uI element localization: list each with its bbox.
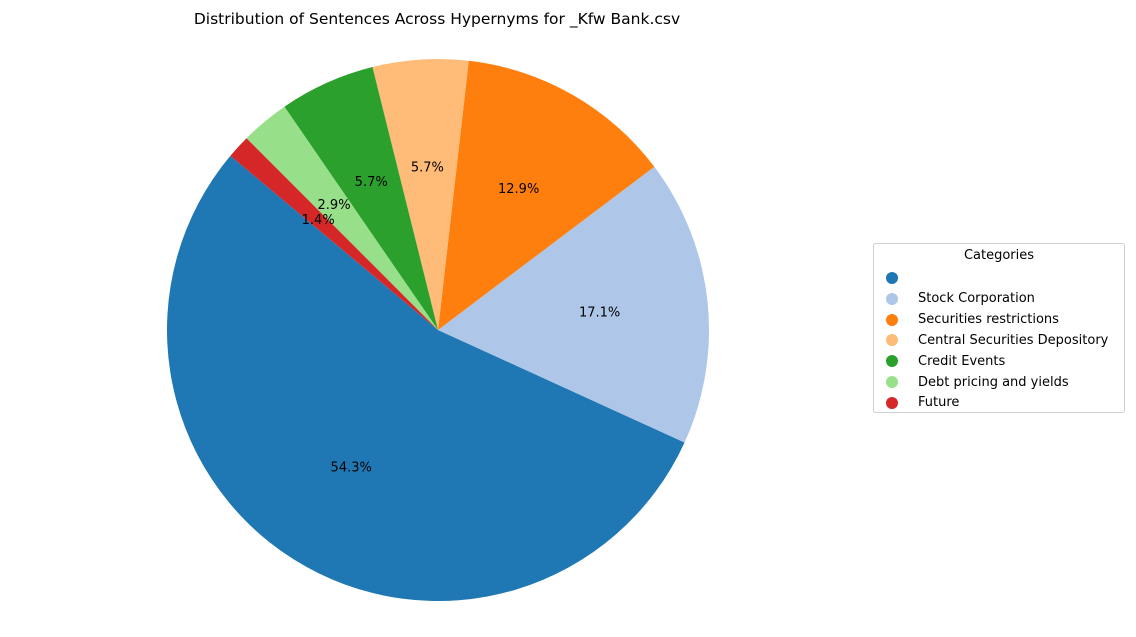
pie-slice xyxy=(246,106,438,330)
legend-marker xyxy=(886,355,898,368)
legend-marker xyxy=(886,376,898,388)
pie-slice xyxy=(284,67,438,330)
legend-marker xyxy=(886,292,898,305)
pie-slice xyxy=(166,155,685,602)
legend-label: Future xyxy=(918,395,960,411)
pie-slice xyxy=(438,166,709,443)
pie-labels: 54.3% 17.1% 12.9% 5.7% 5.7% 2.9%1.4% xyxy=(302,161,621,476)
chart-title: Distribution of Sentences Across Hyperny… xyxy=(194,10,680,29)
slice-percent-label: 5.7% xyxy=(355,175,388,190)
legend-item: Securities restrictions xyxy=(886,310,1059,330)
legend-item: Debt pricing and yields xyxy=(886,372,1069,392)
slice-percent-label: 1.4% xyxy=(302,213,335,228)
legend-marker xyxy=(886,334,898,347)
legend-label: Securities restrictions xyxy=(918,312,1059,328)
legend-item: Stock Corporation xyxy=(886,289,1035,309)
legend-item xyxy=(886,268,918,288)
pie-slice xyxy=(230,138,438,330)
legend-title: Categories xyxy=(963,248,1035,263)
slice-percent-label: 12.9% xyxy=(498,182,539,197)
pie-slice xyxy=(372,58,469,330)
slice-percent-label: 17.1% xyxy=(579,305,620,320)
slice-percent-label: 54.3% xyxy=(331,461,372,476)
legend-marker xyxy=(886,272,898,284)
legend-item: Future xyxy=(886,393,959,413)
pie-slice xyxy=(438,60,655,331)
legend-item: Credit Events xyxy=(886,351,1005,371)
legend-label: Central Securities Depository xyxy=(918,332,1109,348)
legend-label: Stock Corporation xyxy=(918,291,1035,307)
legend-label: Debt pricing and yields xyxy=(918,374,1069,390)
legend-marker xyxy=(886,313,898,326)
legend: Categories Stock Corporation Securities r… xyxy=(873,243,1125,413)
legend-marker xyxy=(886,396,898,409)
legend-item: Central Securities Depository xyxy=(886,330,1108,350)
slice-percent-label: 2.9% xyxy=(318,198,351,213)
pie-slices xyxy=(166,58,709,602)
legend-label: Credit Events xyxy=(918,353,1006,369)
slice-percent-label: 5.7% xyxy=(411,161,444,176)
